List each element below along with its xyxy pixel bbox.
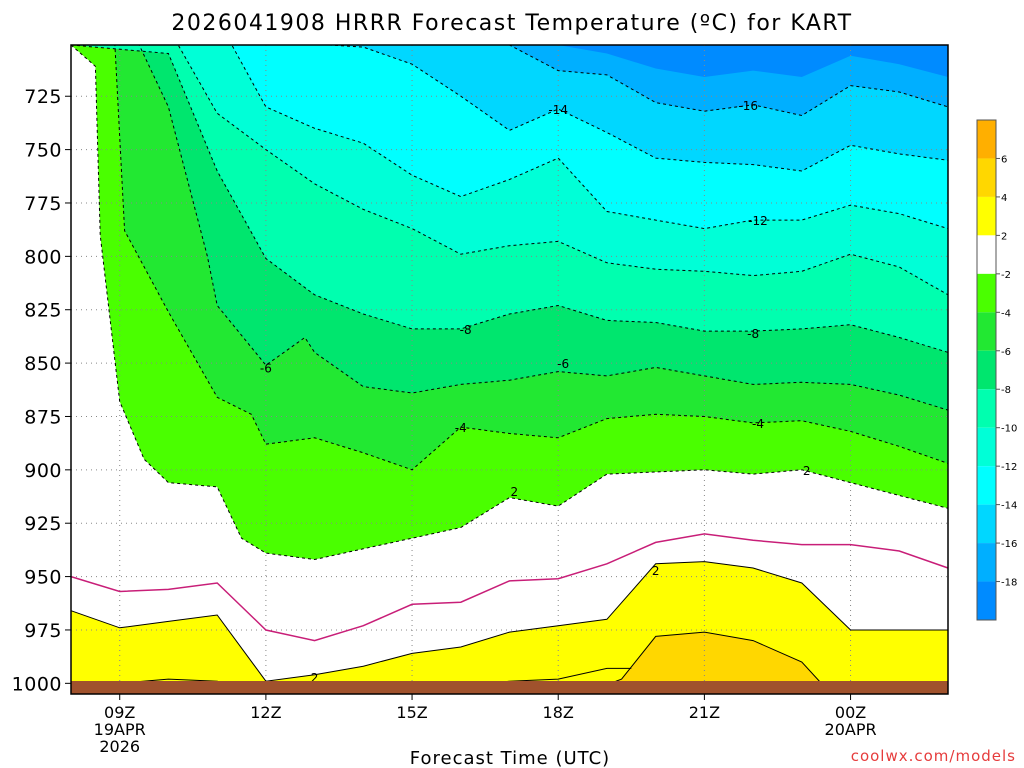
contour-label: 2 xyxy=(803,464,811,478)
legend-label: 2 xyxy=(1001,231,1007,242)
x-tick-label: 09Z xyxy=(104,703,135,722)
y-axis: 725 750 775 800 825 850 875 900 925 950 975 1000 xyxy=(12,86,71,695)
legend-label: -6 xyxy=(1001,347,1011,358)
contour-line-positive xyxy=(582,631,832,695)
legend-label: -14 xyxy=(1001,501,1017,512)
plot-frame xyxy=(70,44,949,695)
x-tick-label: 18Z xyxy=(543,703,574,722)
legend-swatch xyxy=(977,581,996,620)
contour-line-negative xyxy=(71,44,949,230)
color-scale-legend: 6 4 2 -2 -4 -6 -8 -10 -12 -14 -16 -18 xyxy=(976,119,1017,621)
chart-title: 2026041908 HRRR Forecast Temperature (ºC… xyxy=(171,11,852,36)
contour-line-negative xyxy=(71,44,949,471)
legend-label: -2 xyxy=(1001,270,1011,281)
x-tick-label: 12Z xyxy=(250,703,281,722)
band-warm-layer-1 xyxy=(582,632,832,694)
y-tick-label: 900 xyxy=(24,460,62,482)
contour-line-positive xyxy=(70,561,948,682)
y-tick-label: 725 xyxy=(24,86,62,108)
contour-label: -8 xyxy=(747,327,759,341)
y-tick-label: 1000 xyxy=(12,673,62,695)
contour-label: -16 xyxy=(738,99,758,113)
legend-label: -16 xyxy=(1001,539,1017,550)
contour-label: -4 xyxy=(752,417,764,431)
y-tick-label: 775 xyxy=(24,193,62,215)
legend-label: 6 xyxy=(1001,154,1007,165)
temperature-fill-layer xyxy=(71,45,948,694)
y-tick-label: 975 xyxy=(24,620,62,642)
contour-line-layer xyxy=(70,44,949,695)
legend-label: -10 xyxy=(1001,424,1017,435)
legend-swatch xyxy=(977,273,996,313)
legend-swatch xyxy=(977,350,996,390)
legend-label: 4 xyxy=(1001,193,1007,204)
contour-label: -6 xyxy=(557,357,569,371)
x-tick-label: 15Z xyxy=(396,703,427,722)
ground-bar xyxy=(71,681,948,694)
y-tick-label: 950 xyxy=(24,567,62,589)
y-tick-label: 850 xyxy=(24,353,62,375)
contour-label: 2 xyxy=(511,485,519,499)
legend-swatch xyxy=(977,196,996,236)
legend-label: -4 xyxy=(1001,308,1011,319)
x-tick-label: 21Z xyxy=(689,703,720,722)
legend-swatch xyxy=(977,158,996,197)
legend-swatch xyxy=(977,466,996,505)
y-tick-label: 800 xyxy=(24,246,62,268)
contour-label: -12 xyxy=(748,214,768,228)
contour-label: 2 xyxy=(652,564,660,578)
contour-line-negative xyxy=(71,44,949,296)
y-tick-label: 825 xyxy=(24,300,62,322)
legend-label: -12 xyxy=(1001,462,1017,473)
legend-label: -8 xyxy=(1001,385,1011,396)
contour-label: -6 xyxy=(260,361,272,375)
legend-label: -18 xyxy=(1001,578,1017,589)
x-tick-label: 00Z xyxy=(835,703,866,722)
contour-label-layer: -14 -16 -12 -8 -8 -6 -6 -4 -4 2 2 2 2 xyxy=(260,99,811,685)
x-tick-label: 2026 xyxy=(99,737,140,756)
legend-swatch xyxy=(977,389,996,428)
x-tick-label: 19APR xyxy=(94,720,146,739)
legend-swatch xyxy=(977,120,996,159)
legend-swatch xyxy=(977,235,996,274)
contour-line-negative xyxy=(70,44,949,353)
legend-swatch xyxy=(977,427,996,467)
legend-swatch xyxy=(977,312,996,351)
legend-swatch xyxy=(977,504,996,544)
contour-label: -8 xyxy=(460,323,472,337)
legend-frame xyxy=(976,119,997,621)
contour-label: 2 xyxy=(311,671,319,685)
x-tick-label: 20APR xyxy=(825,720,877,739)
contour-label: -14 xyxy=(548,103,568,117)
source-credit: coolwx.com/models xyxy=(851,747,1016,765)
legend-swatch xyxy=(977,543,996,582)
y-tick-label: 875 xyxy=(24,406,62,428)
y-tick-label: 750 xyxy=(24,140,62,162)
contour-line-negative xyxy=(70,44,949,561)
contour-line-negative xyxy=(71,44,949,411)
contour-label: -4 xyxy=(455,421,467,435)
band-below-minus16 xyxy=(71,45,948,77)
x-axis-title: Forecast Time (UTC) xyxy=(410,748,610,768)
freezing-line xyxy=(70,533,949,642)
y-tick-label: 925 xyxy=(24,513,62,535)
